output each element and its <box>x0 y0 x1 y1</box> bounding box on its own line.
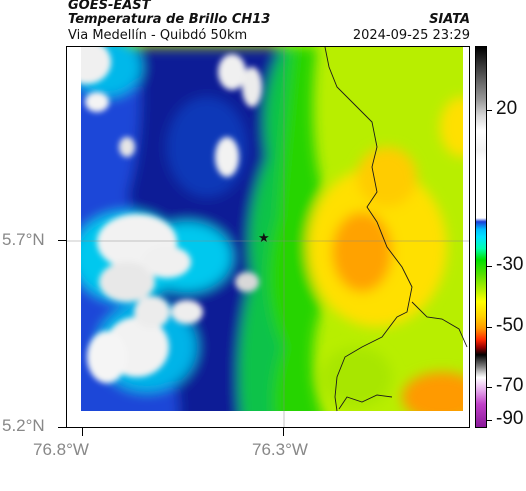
x-axis-label-76-3w: 76.3°W <box>252 440 308 459</box>
x-tick <box>283 428 284 436</box>
x-axis-label-76-8w: 76.8°W <box>33 440 89 459</box>
colorbar-label-minus50: -50 <box>496 315 524 336</box>
y-axis-label-5-7n: 5.7°N <box>2 230 45 249</box>
timestamp: 2024-09-25 23:29 <box>352 28 470 43</box>
y-tick <box>58 427 66 428</box>
organization-label: SIATA <box>429 12 470 27</box>
colorbar-label-minus30: -30 <box>496 254 524 275</box>
brightness-temperature-map: ★ <box>66 46 470 428</box>
colorbar-label-minus90: -90 <box>496 408 524 429</box>
colorbar <box>475 46 487 428</box>
colorbar-label-20: 20 <box>496 98 518 119</box>
colorbar-tick <box>487 420 492 421</box>
product-title: Temperatura de Brillo CH13 <box>68 12 271 27</box>
region-label: Via Medellín - Quibdó 50km <box>68 28 248 43</box>
y-tick <box>58 240 66 241</box>
colorbar-tick <box>487 266 492 267</box>
colorbar-tick <box>487 387 492 388</box>
colorbar-tick <box>487 110 492 111</box>
star-icon: ★ <box>258 230 270 245</box>
satellite-label: GOES-EAST <box>68 0 151 13</box>
colorbar-label-minus70: -70 <box>496 375 524 396</box>
colorbar-tick <box>487 327 492 328</box>
x-tick <box>82 428 83 436</box>
y-axis-label-5-2n: 5.2°N <box>2 416 45 435</box>
